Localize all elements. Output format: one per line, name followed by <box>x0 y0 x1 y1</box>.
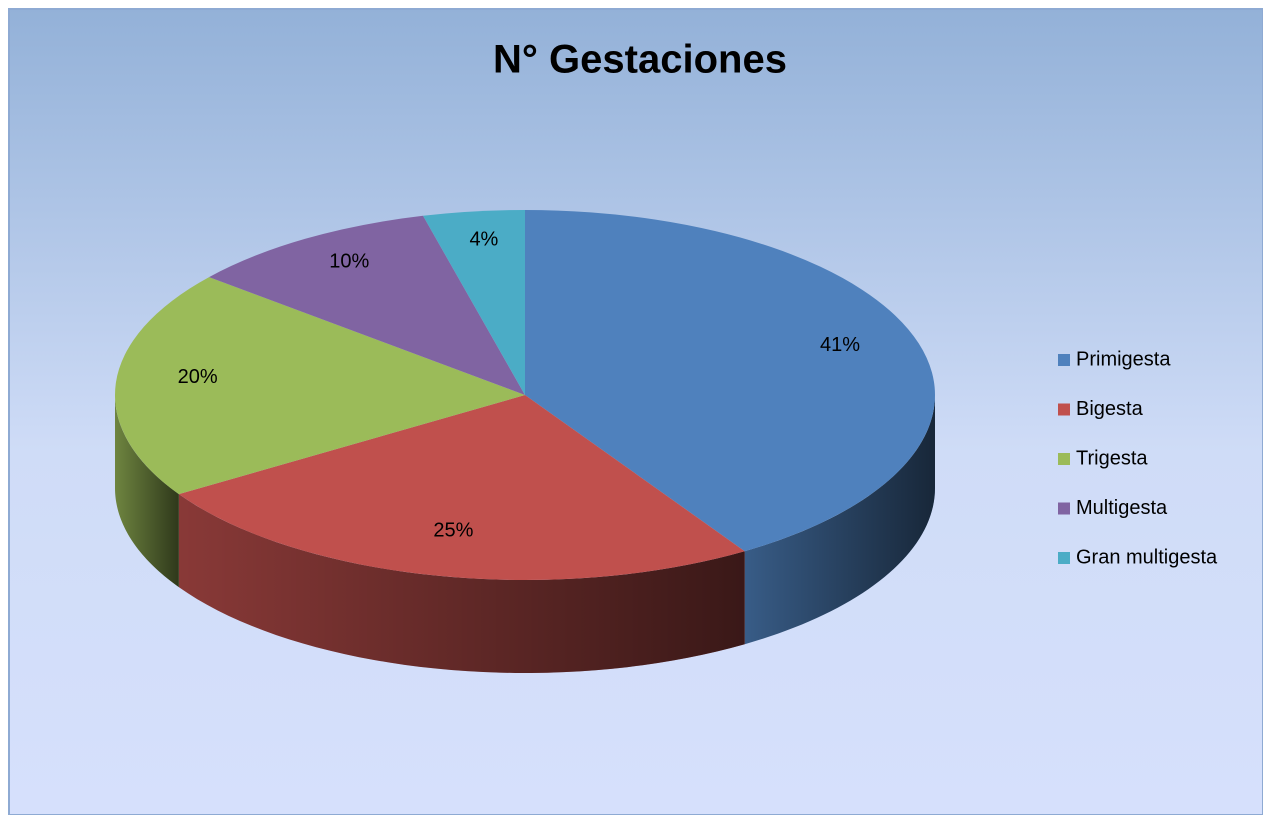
slice-side-shade <box>744 395 935 645</box>
data-label: 20% <box>178 366 218 388</box>
slice <box>114 277 525 495</box>
data-label: 41% <box>820 334 860 356</box>
slice-side-shade <box>178 494 745 673</box>
legend-swatch <box>1058 502 1070 515</box>
legend-label: Multigesta <box>1076 497 1168 519</box>
slice-side-shade <box>115 395 179 588</box>
chart-title: N° Gestaciones <box>493 38 787 82</box>
legend-label: Bigesta <box>1076 398 1144 420</box>
legend-swatch <box>1058 403 1070 416</box>
legend-swatch <box>1058 552 1070 564</box>
data-label: 25% <box>433 520 473 542</box>
legend-label: Primigesta <box>1076 348 1171 370</box>
slice <box>525 209 936 552</box>
legend-swatch <box>1058 354 1070 366</box>
slice <box>423 210 525 395</box>
data-label: 4% <box>469 228 498 250</box>
legend-swatch <box>1058 453 1070 465</box>
slice <box>209 215 525 395</box>
legend-label: Trigesta <box>1076 447 1148 469</box>
data-label: 10% <box>329 250 369 272</box>
legend-label: Gran multigesta <box>1076 546 1218 568</box>
slice <box>178 395 745 580</box>
